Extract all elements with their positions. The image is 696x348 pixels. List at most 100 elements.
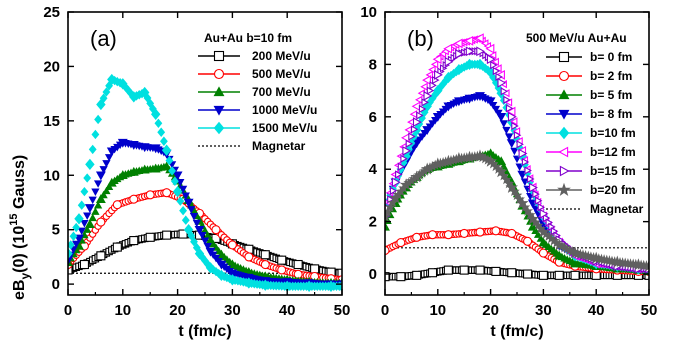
x-tick-label: 30 (224, 302, 241, 319)
y-tick-label: 5 (52, 222, 60, 239)
data-point (515, 163, 524, 171)
data-point (505, 180, 519, 193)
data-point (507, 111, 517, 122)
data-point (337, 268, 342, 278)
data-point (93, 201, 103, 209)
data-point (503, 95, 511, 104)
data-point (154, 118, 163, 128)
data-point (536, 225, 550, 238)
legend-marker (558, 146, 569, 158)
data-point (523, 269, 533, 279)
data-point (443, 71, 454, 84)
legend-label: 500 MeV/u (252, 67, 311, 81)
data-point (165, 155, 174, 166)
data-point (535, 196, 543, 205)
data-point (455, 48, 465, 59)
data-point (391, 177, 401, 188)
data-point (432, 113, 443, 122)
data-point (227, 274, 238, 286)
legend-entry: b= 8 fm (546, 107, 632, 121)
data-point (402, 145, 412, 156)
data-point (129, 91, 139, 103)
data-point (128, 141, 139, 150)
legend-marker (558, 126, 570, 140)
data-point (194, 247, 205, 260)
data-point (80, 186, 89, 197)
data-point (511, 121, 519, 131)
legend-entry: Magnetar (546, 202, 644, 216)
data-point (139, 86, 150, 99)
x-tick-label: 50 (334, 302, 351, 319)
data-point (494, 165, 508, 178)
data-point (570, 258, 581, 268)
legend-label: 200 MeV/u (252, 49, 311, 63)
data-point (194, 225, 205, 235)
legend-label: b=10 fm (590, 126, 636, 140)
data-point (510, 117, 518, 126)
data-point (96, 217, 106, 227)
legend-entry: b=10 fm (546, 126, 636, 140)
legend-label: b= 0 fm (590, 50, 632, 64)
data-point (491, 226, 501, 236)
data-point (107, 73, 117, 86)
data-point (96, 251, 106, 261)
legend-marker (213, 68, 225, 80)
data-point (475, 58, 485, 71)
data-point (79, 259, 89, 270)
data-point (527, 174, 535, 184)
legend-label: 1500 MeV/u (252, 121, 317, 135)
data-point (506, 106, 516, 117)
data-point (443, 43, 453, 54)
x-tick-label: 40 (279, 302, 296, 319)
data-point (475, 227, 485, 237)
data-point (117, 170, 128, 180)
data-point (516, 140, 524, 149)
data-point (84, 219, 95, 228)
data-point (397, 162, 406, 171)
data-point (465, 46, 475, 57)
data-point (102, 186, 111, 195)
data-point (117, 138, 128, 148)
data-point (396, 272, 406, 282)
data-point (506, 139, 517, 149)
data-point (486, 54, 496, 65)
data-point (176, 178, 185, 187)
data-point (434, 69, 443, 80)
data-point (473, 149, 487, 162)
data-point (521, 157, 530, 167)
data-point (326, 280, 336, 292)
series-4 (68, 73, 342, 292)
y-tick-label: 8 (369, 56, 377, 73)
data-point (423, 90, 433, 101)
data-point (304, 280, 314, 292)
data-point (95, 171, 106, 181)
data-point (515, 196, 529, 209)
data-point (128, 166, 139, 176)
legend-entry: b= 0 fm (546, 50, 632, 64)
data-point (464, 35, 474, 46)
panel-label: (a) (90, 26, 117, 51)
data-point (260, 259, 270, 270)
y-tick-label: 10 (43, 167, 60, 184)
data-point (459, 228, 469, 238)
y-tick-label: 6 (369, 109, 377, 126)
data-point (554, 270, 564, 280)
legend-label: Magnetar (590, 202, 644, 216)
data-point (389, 186, 398, 195)
data-point (396, 238, 406, 248)
data-point (205, 262, 216, 274)
data-point (427, 268, 438, 278)
data-point (632, 258, 645, 271)
data-point (526, 212, 540, 225)
data-point (178, 229, 188, 239)
data-point (537, 203, 546, 212)
data-point (96, 98, 106, 111)
data-point (474, 33, 484, 44)
data-point (104, 154, 114, 162)
data-point (157, 127, 166, 137)
series-0 (68, 229, 342, 278)
data-point (190, 236, 198, 247)
data-point (129, 194, 139, 204)
data-point (260, 250, 270, 260)
data-point (409, 110, 418, 119)
